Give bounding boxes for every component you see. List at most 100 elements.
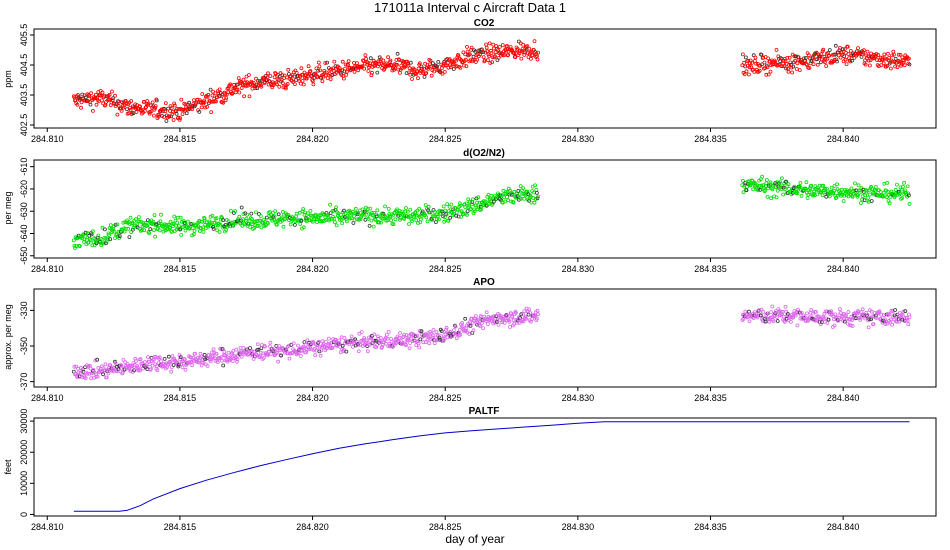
data-point-d-o2-n2 xyxy=(447,204,452,209)
x-tick-label: 284.835 xyxy=(694,393,727,403)
data-point-co2 xyxy=(87,94,92,99)
data-point-d-o2-n2 xyxy=(157,228,162,233)
data-point-co2 xyxy=(115,112,120,117)
data-point-co2 xyxy=(205,94,210,99)
data-point-d-o2-n2 xyxy=(869,199,874,203)
data-point-co2 xyxy=(92,96,97,101)
data-point-d-o2-n2 xyxy=(742,182,747,187)
data-point-d-o2-n2 xyxy=(179,233,184,237)
data-point-co2 xyxy=(863,62,868,67)
data-point-apo xyxy=(907,315,912,320)
series-line-paltf xyxy=(73,421,910,512)
data-point-apo xyxy=(809,308,814,312)
data-point-apo xyxy=(311,340,316,344)
data-point-co2 xyxy=(343,66,348,71)
data-point-d-o2-n2 xyxy=(327,217,332,222)
data-point-apo xyxy=(234,347,239,352)
data-point-d-o2-n2 xyxy=(107,233,111,238)
data-point-co2 xyxy=(308,69,313,73)
data-point-d-o2-n2 xyxy=(334,223,339,228)
data-point-co2 xyxy=(807,66,812,70)
data-point-apo xyxy=(365,349,370,354)
data-point-apo xyxy=(829,309,833,314)
data-point-d-o2-n2 xyxy=(148,227,153,232)
data-point-apo xyxy=(799,310,804,315)
data-point-apo xyxy=(138,368,143,373)
data-point-co2 xyxy=(496,56,501,60)
data-point-apo xyxy=(274,343,279,348)
data-point-apo xyxy=(515,320,519,325)
data-point-co2 xyxy=(845,44,850,49)
data-point-d-o2-n2 xyxy=(383,204,388,209)
data-point-d-o2-n2 xyxy=(902,180,906,185)
data-point-apo xyxy=(295,343,300,348)
data-point-d-o2-n2 xyxy=(403,209,408,214)
x-tick-label: 284.835 xyxy=(694,264,727,274)
data-point-co2 xyxy=(902,63,907,67)
data-point-apo xyxy=(866,325,871,330)
data-point-apo xyxy=(536,312,540,317)
data-point-apo xyxy=(111,369,116,374)
x-tick-label: 284.825 xyxy=(429,522,462,532)
data-point-co2 xyxy=(151,113,156,118)
data-point-d-o2-n2 xyxy=(242,222,247,227)
data-point-apo xyxy=(450,334,455,339)
data-point-apo xyxy=(362,336,367,340)
data-point-d-o2-n2 xyxy=(299,218,304,223)
x-tick-label: 284.830 xyxy=(562,393,595,403)
data-point-co2 xyxy=(430,61,435,66)
data-point-co2 xyxy=(448,63,453,68)
data-point-co2 xyxy=(149,109,154,113)
data-point-co2 xyxy=(153,104,158,108)
data-point-apo xyxy=(132,368,137,373)
data-point-d-o2-n2 xyxy=(532,200,537,205)
data-point-d-o2-n2 xyxy=(211,224,215,229)
data-point-apo xyxy=(444,327,448,332)
data-point-co2 xyxy=(765,65,770,69)
data-point-co2 xyxy=(100,90,105,95)
data-point-co2 xyxy=(325,60,330,65)
data-point-d-o2-n2 xyxy=(117,234,122,239)
x-tick-label: 284.840 xyxy=(827,264,860,274)
data-point-co2 xyxy=(75,102,80,107)
data-point-d-o2-n2 xyxy=(432,210,437,214)
data-point-apo xyxy=(120,370,125,375)
data-point-apo xyxy=(235,357,240,362)
data-point-apo xyxy=(182,357,187,362)
data-point-d-o2-n2 xyxy=(214,223,218,228)
data-point-co2 xyxy=(764,72,769,77)
plot-frame-apo xyxy=(33,288,937,388)
data-point-apo xyxy=(267,344,272,349)
data-point-d-o2-n2 xyxy=(374,214,379,219)
data-point-co2 xyxy=(297,79,302,83)
data-point-co2 xyxy=(484,45,489,50)
data-point-co2 xyxy=(76,93,80,97)
data-point-co2 xyxy=(143,105,148,110)
data-point-d-o2-n2 xyxy=(393,217,398,222)
data-point-d-o2-n2 xyxy=(385,218,390,223)
data-point-co2 xyxy=(316,68,321,73)
data-point-d-o2-n2 xyxy=(153,234,158,239)
data-point-co2 xyxy=(152,107,157,112)
data-point-co2 xyxy=(401,59,406,64)
data-point-apo xyxy=(454,336,459,341)
data-point-apo xyxy=(316,339,321,344)
data-point-d-o2-n2 xyxy=(355,217,359,222)
data-point-apo xyxy=(178,355,183,360)
data-point-apo xyxy=(272,348,276,352)
data-point-apo xyxy=(521,312,525,317)
data-point-co2 xyxy=(887,56,891,60)
data-point-d-o2-n2 xyxy=(907,201,912,206)
data-point-d-o2-n2 xyxy=(136,215,141,220)
data-point-co2 xyxy=(370,70,374,75)
data-point-co2 xyxy=(868,63,872,68)
data-point-d-o2-n2 xyxy=(482,203,487,208)
data-point-co2 xyxy=(408,60,413,65)
data-point-d-o2-n2 xyxy=(126,226,131,231)
data-point-apo xyxy=(421,340,426,345)
data-point-apo xyxy=(328,346,333,351)
data-point-co2 xyxy=(100,98,104,103)
data-point-d-o2-n2 xyxy=(244,216,249,221)
data-point-apo xyxy=(444,325,449,330)
data-point-d-o2-n2 xyxy=(405,209,410,214)
